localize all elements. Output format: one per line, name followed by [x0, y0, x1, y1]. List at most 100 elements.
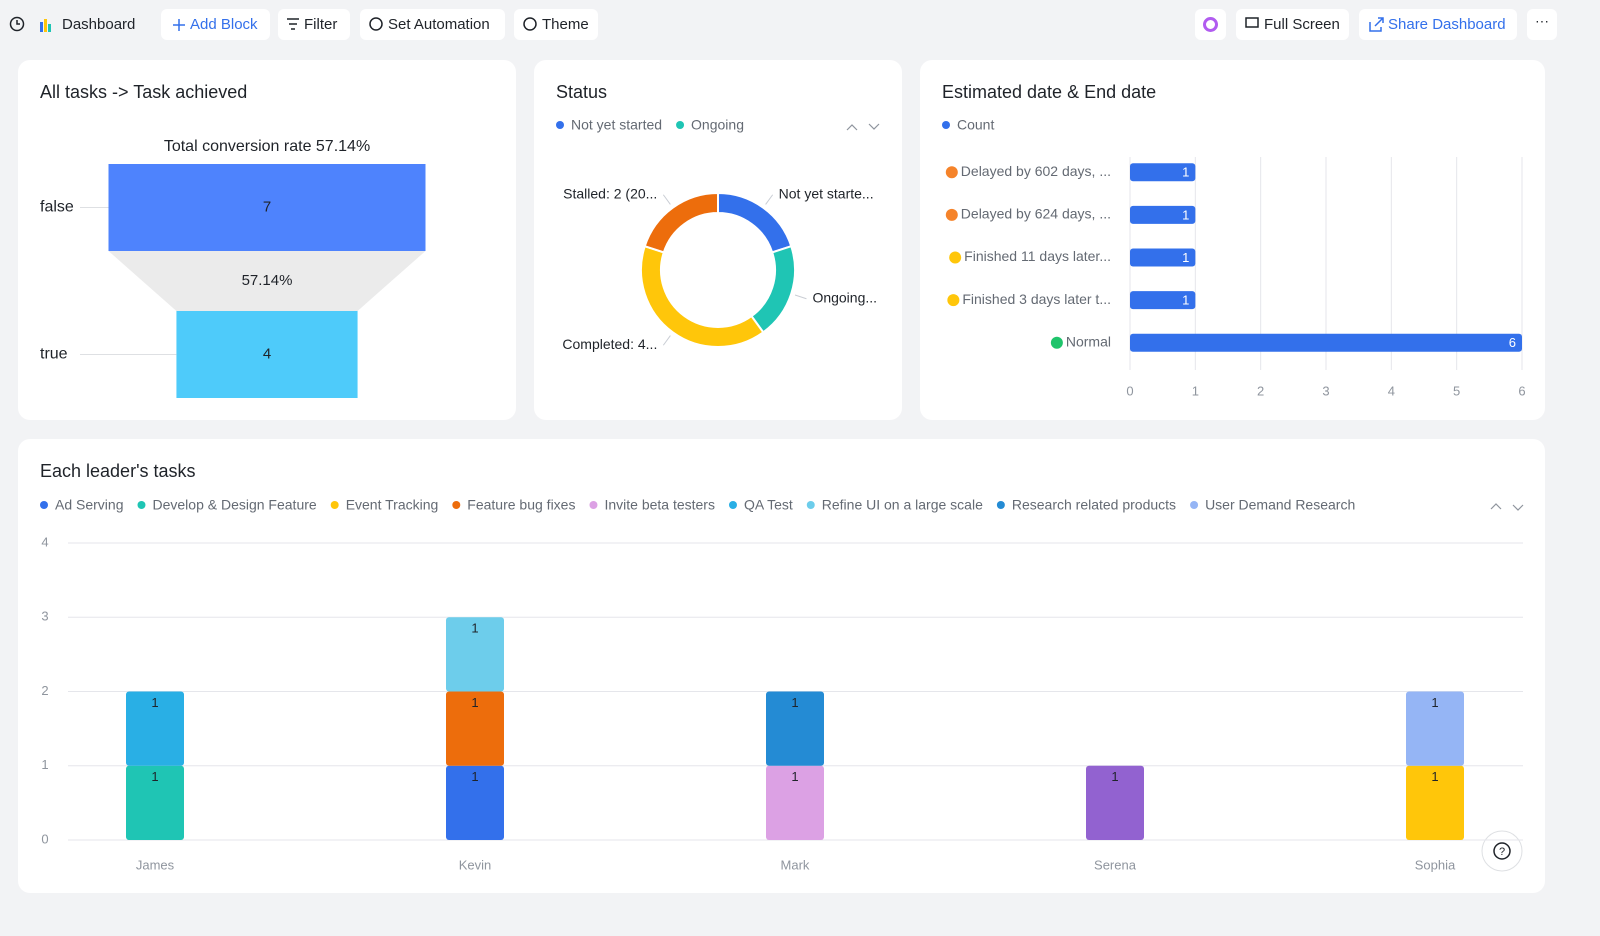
- legend-marker: [330, 501, 339, 509]
- y-tick-label: 3: [41, 609, 48, 624]
- history-hand: [16, 20, 20, 25]
- x-tick-label: 3: [1322, 383, 1329, 398]
- legend-marker: [676, 121, 685, 129]
- card: [920, 60, 1545, 420]
- value-label: 1: [1182, 207, 1189, 222]
- value-label: 6: [1509, 335, 1516, 350]
- button[interactable]: [1527, 9, 1557, 40]
- value-label: 1: [471, 769, 478, 784]
- legend-label: Ad Serving: [55, 497, 123, 513]
- value-label: 1: [1111, 769, 1118, 784]
- category-label: Delayed by 624 days, ...: [961, 206, 1111, 222]
- bar: [1130, 205, 1196, 224]
- more-icon[interactable]: ···: [1535, 13, 1549, 29]
- value-label: 1: [471, 621, 478, 636]
- bar-segment: [1406, 691, 1464, 766]
- legend-label: Refine UI on a large scale: [822, 497, 983, 513]
- slice-label: Stalled: 2 (20...: [563, 185, 657, 201]
- bar-segment: [766, 691, 824, 766]
- legend-label: Event Tracking: [346, 497, 439, 513]
- stage-label: false: [40, 199, 74, 216]
- chart-title: Estimated date & End date: [942, 82, 1156, 102]
- legend-marker: [556, 121, 564, 129]
- legend-label: Feature bug fixes: [467, 497, 575, 513]
- button[interactable]: [161, 9, 270, 40]
- screen-icon: [1245, 17, 1259, 28]
- full-screen[interactable]: Full Screen: [1264, 16, 1340, 33]
- funnel-subtitle: Total conversion rate 57.14%: [164, 138, 370, 155]
- history-icon[interactable]: [9, 16, 25, 32]
- button[interactable]: [514, 9, 598, 40]
- value-label: 1: [151, 769, 158, 784]
- share-dashboard[interactable]: Share Dashboard: [1388, 16, 1506, 33]
- bar: [1130, 248, 1196, 267]
- legend-marker: [589, 501, 598, 509]
- status-icon: [945, 208, 958, 221]
- filter-icon: [287, 18, 299, 30]
- button[interactable]: [1359, 9, 1517, 40]
- dash-icon: [40, 22, 43, 32]
- filter[interactable]: Filter: [304, 16, 337, 33]
- status-icon: [947, 294, 960, 307]
- toolbar: Dashboard Add Block Filter Set Automatio…: [9, 9, 1557, 40]
- bar-segment: [446, 691, 504, 766]
- share-icon: [1369, 17, 1384, 32]
- automation-icon: [369, 17, 383, 31]
- value-label: 1: [791, 695, 798, 710]
- legend-label: Develop & Design Feature: [152, 497, 316, 513]
- help-button[interactable]: [1481, 830, 1523, 872]
- button[interactable]: [360, 9, 505, 40]
- x-tick-label: James: [136, 857, 175, 872]
- theme[interactable]: Theme: [542, 16, 589, 33]
- category-label: Finished 3 days later t...: [962, 291, 1111, 307]
- button[interactable]: [278, 9, 350, 40]
- x-tick-label: Sophia: [1415, 857, 1456, 872]
- value-label: 1: [1182, 165, 1189, 180]
- legend-marker: [1190, 501, 1199, 509]
- add-block[interactable]: Add Block: [190, 16, 258, 33]
- x-tick-label: Serena: [1094, 857, 1137, 872]
- x-tick-label: Kevin: [459, 857, 492, 872]
- bar-segment: [766, 765, 824, 840]
- legend-label: User Demand Research: [1205, 497, 1355, 513]
- bar-segment: [1406, 765, 1464, 840]
- legend-pager[interactable]: [1490, 503, 1524, 511]
- value-label: 1: [151, 695, 158, 710]
- value-label: 4: [263, 345, 271, 362]
- y-tick-label: 4: [41, 534, 48, 549]
- legend-label: Count: [957, 117, 994, 133]
- label-line: [662, 194, 671, 205]
- set-automation[interactable]: Set Automation: [388, 16, 490, 33]
- card: [534, 60, 902, 420]
- value-label: 1: [1431, 695, 1438, 710]
- status-icon: [949, 251, 962, 264]
- legend-label: Research related products: [1012, 497, 1176, 513]
- donut-slice: [643, 191, 719, 254]
- status-icon: [1050, 336, 1063, 349]
- legend-marker: [806, 501, 815, 509]
- legend-label: QA Test: [744, 497, 793, 513]
- bar-segment: [126, 765, 184, 840]
- bar-segment: [446, 765, 504, 840]
- legend-pager[interactable]: [846, 123, 880, 131]
- legend-marker: [452, 501, 461, 509]
- slice-label: Not yet starte...: [779, 185, 874, 201]
- label-line: [765, 194, 774, 205]
- value-label: 1: [1182, 250, 1189, 265]
- y-tick-label: 0: [41, 831, 48, 846]
- legend-marker: [40, 501, 48, 509]
- bar-segment: [1086, 765, 1144, 840]
- button[interactable]: [1195, 9, 1226, 40]
- button[interactable]: [1236, 9, 1349, 40]
- x-tick-label: 4: [1388, 383, 1395, 398]
- legend-marker: [942, 121, 950, 129]
- help-mark: ?: [1499, 846, 1505, 858]
- chart-title: All tasks -> Task achieved: [40, 82, 247, 102]
- legend-label: Not yet started: [571, 117, 662, 133]
- y-tick-label: 1: [41, 757, 48, 772]
- x-tick-label: 5: [1453, 383, 1460, 398]
- x-tick-label: 6: [1518, 383, 1525, 398]
- value-label: 1: [791, 769, 798, 784]
- label-line: [662, 335, 671, 346]
- x-tick-label: 2: [1257, 383, 1264, 398]
